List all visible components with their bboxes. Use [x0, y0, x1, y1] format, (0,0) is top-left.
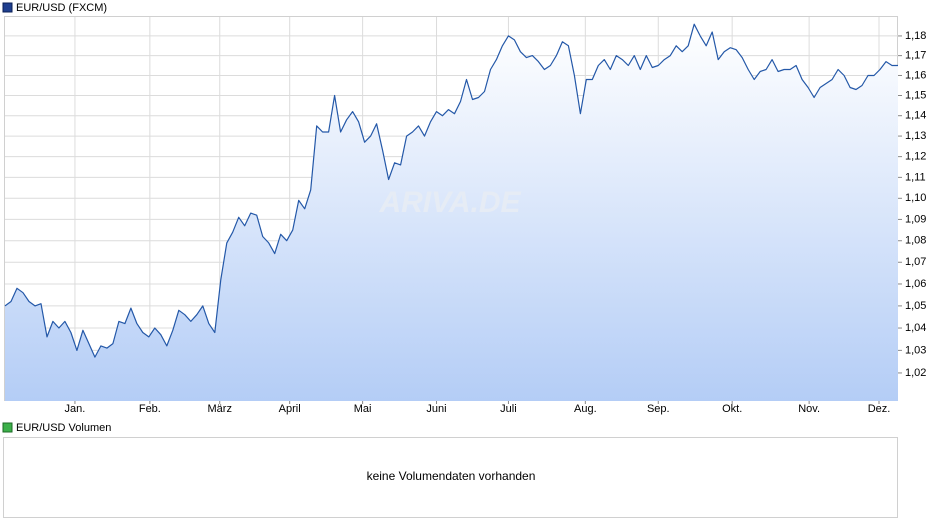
watermark: ARIVA.DE	[378, 186, 521, 219]
y-tick-label: 1,08	[905, 235, 926, 247]
legend-swatch	[2, 2, 13, 13]
legend-label: EUR/USD Volumen	[16, 422, 111, 434]
x-tick-label: März	[208, 403, 232, 415]
y-tick-label: 1,14	[905, 110, 926, 122]
legend-swatch	[2, 422, 13, 433]
y-tick-label: 1,09	[905, 213, 926, 225]
y-tick-label: 1,10	[905, 192, 926, 204]
plot	[4, 23, 898, 401]
x-tick-label: Nov.	[798, 403, 820, 415]
y-tick-label: 1,13	[905, 130, 926, 142]
y-tick-label: 1,17	[905, 50, 926, 62]
y-tick-label: 1,07	[905, 256, 926, 268]
legend-label: EUR/USD (FXCM)	[16, 2, 107, 14]
x-tick-label: Jan.	[65, 403, 86, 415]
x-tick-label: Sep.	[647, 403, 670, 415]
volume-message: keine Volumendaten vorhanden	[367, 469, 536, 483]
x-tick-label: April	[279, 403, 301, 415]
axes: 1,02 1,03 1,04 1,05 1,06 1,07 1,08 1,09 1,10 1,11…	[65, 30, 927, 415]
x-tick-label: Dez.	[868, 403, 891, 415]
y-tick-label: 1,16	[905, 69, 926, 81]
volume-panel	[3, 437, 898, 518]
x-tick-label: Okt.	[722, 403, 742, 415]
area-fill	[5, 24, 898, 401]
y-tick-label: 1,18	[905, 30, 926, 42]
y-tick-label: 1,05	[905, 300, 926, 312]
x-tick-label: Mai	[354, 403, 372, 415]
y-tick-label: 1,15	[905, 89, 926, 101]
price-line	[4, 23, 898, 358]
x-tick-label: Feb.	[139, 403, 161, 415]
y-tick-label: 1,11	[905, 171, 926, 183]
y-tick-label: 1,04	[905, 322, 926, 334]
y-tick-label: 1,06	[905, 278, 926, 290]
x-tick-label: Aug.	[574, 403, 597, 415]
y-tick-label: 1,12	[905, 151, 926, 163]
x-tick-label: Juli	[500, 403, 517, 415]
y-tick-label: 1,02	[905, 367, 926, 379]
y-tick-label: 1,03	[905, 344, 926, 356]
x-tick-label: Juni	[426, 403, 446, 415]
